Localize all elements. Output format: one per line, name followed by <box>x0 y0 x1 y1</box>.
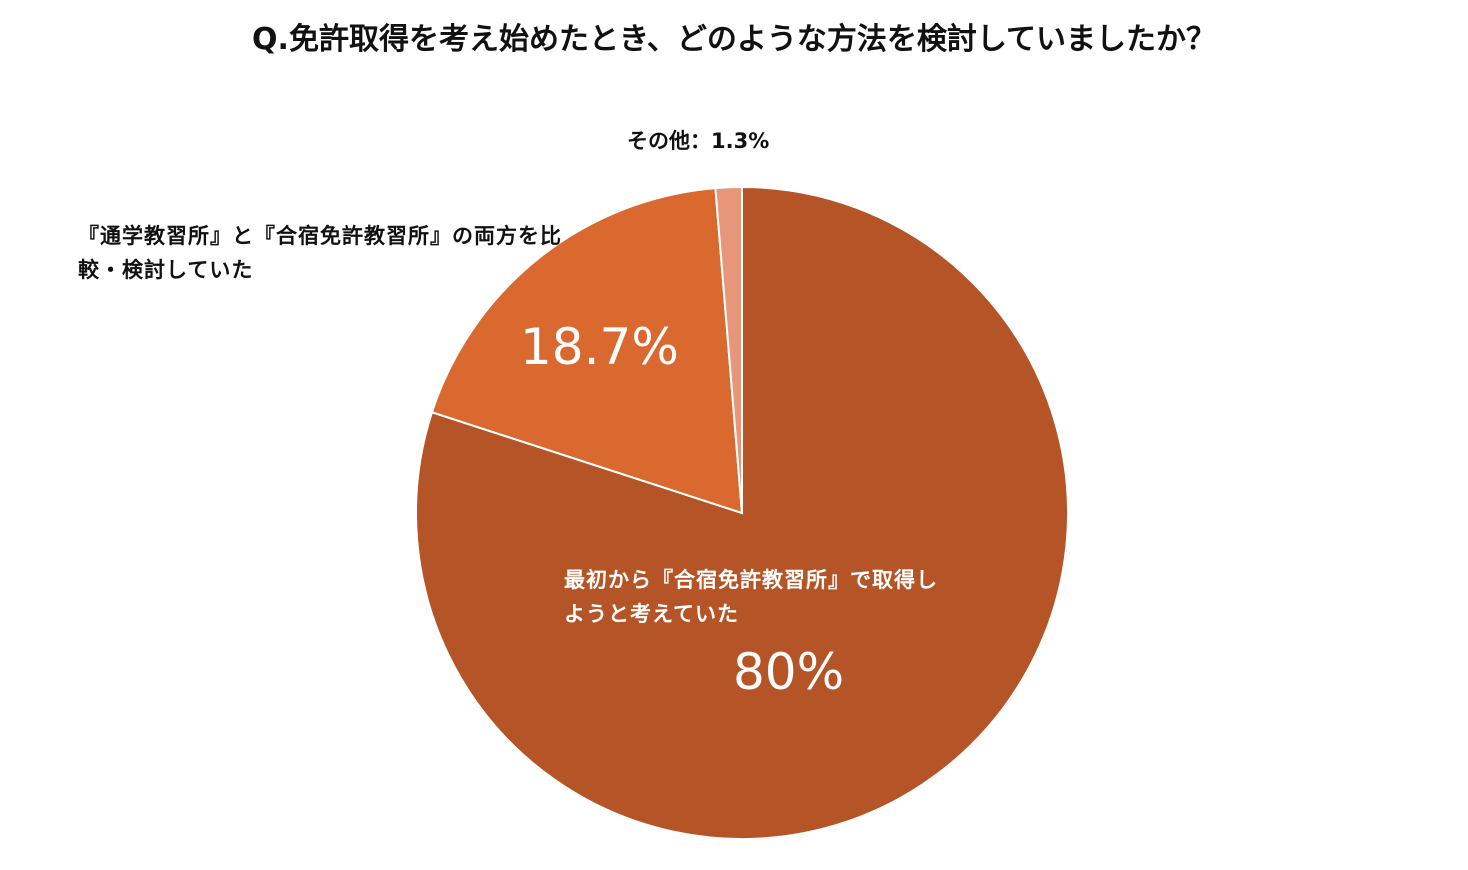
separator: ： <box>690 129 711 153</box>
value-label: 18.7% <box>520 318 679 376</box>
pie-slice <box>714 185 743 514</box>
category-label: 『通学教習所』と『合宿免許教習所』の両方を比較・検討していた <box>78 224 562 282</box>
category-label: 最初から『合宿免許教習所』で取得しようと考えていた <box>564 568 938 626</box>
other-label: その他：1.3% <box>627 124 769 158</box>
pie-slice <box>430 187 744 515</box>
value-label: 1.3% <box>711 129 770 153</box>
value-label: 80% <box>733 643 845 701</box>
category-label: その他 <box>627 129 690 153</box>
chart-title: Q.免許取得を考え始めたとき、どのような方法を検討していましたか？ <box>252 22 1216 57</box>
